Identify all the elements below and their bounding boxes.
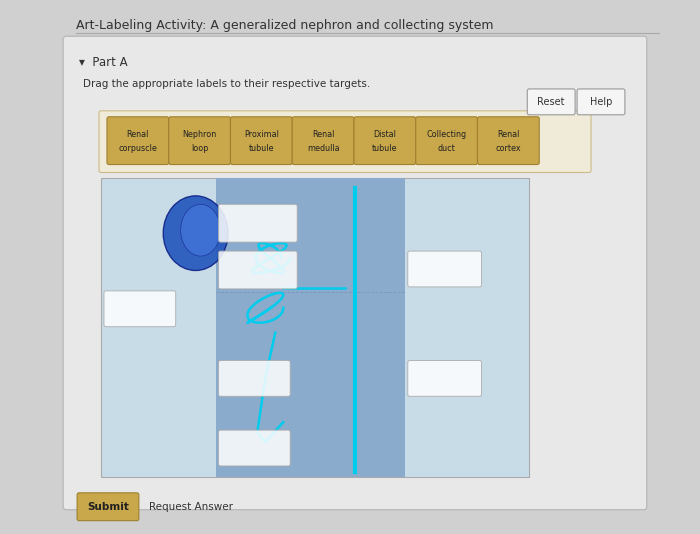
FancyBboxPatch shape [218,205,298,242]
FancyBboxPatch shape [101,178,529,477]
Text: Renal: Renal [127,130,149,139]
Text: Submit: Submit [87,502,129,512]
Text: duct: duct [438,144,456,153]
Text: Renal: Renal [497,130,519,139]
FancyBboxPatch shape [408,251,482,287]
FancyBboxPatch shape [527,89,575,115]
FancyBboxPatch shape [77,493,139,521]
FancyBboxPatch shape [107,117,169,164]
Text: Art-Labeling Activity: A generalized nephron and collecting system: Art-Labeling Activity: A generalized nep… [76,19,494,32]
Ellipse shape [181,205,220,256]
Text: Drag the appropriate labels to their respective targets.: Drag the appropriate labels to their res… [83,79,370,89]
FancyBboxPatch shape [408,360,482,396]
FancyBboxPatch shape [354,117,416,164]
Text: Nephron: Nephron [183,130,217,139]
Text: Collecting: Collecting [426,130,467,139]
FancyBboxPatch shape [292,117,354,164]
FancyBboxPatch shape [416,117,477,164]
Text: Help: Help [590,97,612,107]
Text: tubule: tubule [248,144,274,153]
Text: cortex: cortex [496,144,522,153]
FancyBboxPatch shape [218,251,298,289]
FancyBboxPatch shape [169,117,230,164]
FancyBboxPatch shape [218,360,290,396]
Text: corpuscle: corpuscle [118,144,158,153]
Text: Request Answer: Request Answer [149,502,233,512]
Ellipse shape [163,196,228,271]
FancyBboxPatch shape [230,117,292,164]
Text: Reset: Reset [538,97,565,107]
FancyBboxPatch shape [477,117,539,164]
Text: tubule: tubule [372,144,398,153]
Text: Distal: Distal [373,130,396,139]
FancyBboxPatch shape [104,291,176,327]
Text: Proximal: Proximal [244,130,279,139]
FancyBboxPatch shape [63,36,647,510]
Text: ▾  Part A: ▾ Part A [79,56,127,69]
Text: loop: loop [191,144,209,153]
Text: Renal: Renal [312,130,335,139]
FancyBboxPatch shape [218,430,290,466]
FancyBboxPatch shape [99,111,591,172]
FancyBboxPatch shape [216,178,405,477]
FancyBboxPatch shape [577,89,625,115]
Text: medulla: medulla [307,144,340,153]
